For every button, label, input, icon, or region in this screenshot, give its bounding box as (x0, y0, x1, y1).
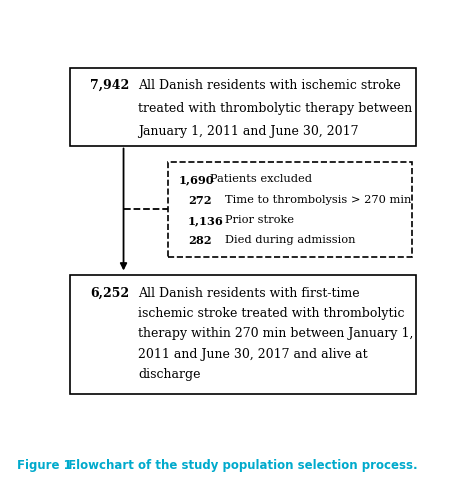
Text: Prior stroke: Prior stroke (225, 215, 293, 225)
Text: Flowchart of the study population selection process.: Flowchart of the study population select… (64, 458, 418, 471)
Text: 1,136: 1,136 (188, 215, 224, 226)
Text: ischemic stroke treated with thrombolytic: ischemic stroke treated with thrombolyti… (138, 306, 405, 319)
Text: 1,690: 1,690 (179, 174, 214, 185)
Text: treated with thrombolytic therapy between: treated with thrombolytic therapy betwee… (138, 102, 412, 115)
Text: 6,252: 6,252 (91, 286, 129, 299)
Text: Figure 1.: Figure 1. (17, 458, 76, 471)
Text: discharge: discharge (138, 367, 201, 380)
Text: Died during admission: Died during admission (225, 235, 355, 245)
Text: All Danish residents with first-time: All Danish residents with first-time (138, 286, 360, 299)
Text: 282: 282 (188, 235, 211, 246)
Text: Patients excluded: Patients excluded (210, 174, 312, 184)
FancyBboxPatch shape (70, 69, 416, 146)
Text: 7,942: 7,942 (91, 79, 130, 92)
Text: 2011 and June 30, 2017 and alive at: 2011 and June 30, 2017 and alive at (138, 347, 368, 360)
Text: therapy within 270 min between January 1,: therapy within 270 min between January 1… (138, 327, 414, 340)
Text: All Danish residents with ischemic stroke: All Danish residents with ischemic strok… (138, 79, 401, 92)
FancyBboxPatch shape (70, 276, 416, 394)
Text: 272: 272 (188, 194, 211, 205)
Text: January 1, 2011 and June 30, 2017: January 1, 2011 and June 30, 2017 (138, 125, 359, 138)
Text: Time to thrombolysis > 270 min: Time to thrombolysis > 270 min (225, 194, 411, 204)
FancyBboxPatch shape (168, 163, 412, 257)
